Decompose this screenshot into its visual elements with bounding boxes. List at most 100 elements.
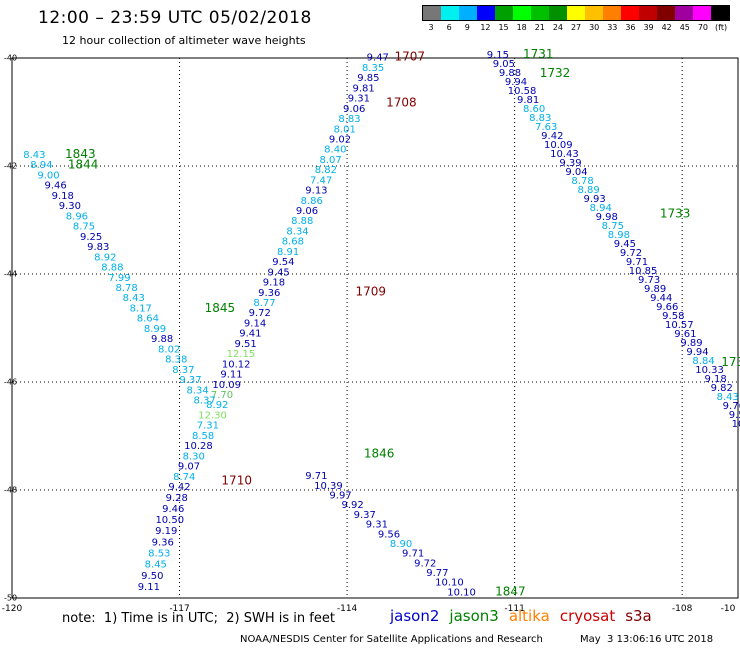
wave-height-label: 8.84 — [692, 356, 714, 367]
wave-height-label: 9.37 — [179, 375, 201, 386]
wave-height-label: 8.02 — [158, 344, 180, 355]
wave-height-label: 9.06 — [343, 104, 365, 115]
wave-height-label: 9.81 — [352, 83, 374, 94]
legend-swatch — [441, 6, 459, 20]
wave-height-label: 9.02 — [329, 134, 351, 145]
wave-height-label: 9.76 — [723, 401, 740, 412]
wave-height-label: 9.31 — [366, 520, 388, 531]
wave-height-label: 10.50 — [155, 515, 184, 526]
legend-label: 15 — [498, 23, 509, 32]
wave-height-label: 8.88 — [291, 216, 313, 227]
wave-height-label: 9.46 — [44, 181, 66, 192]
page-title: 12:00 – 23:59 UTC 05/02/2018 — [38, 8, 312, 28]
wave-height-label: 8.92 — [206, 400, 228, 411]
wave-height-label: 8.92 — [94, 252, 116, 263]
wave-height-label: 9.58 — [662, 311, 684, 322]
wave-height-label: 10.43 — [550, 149, 579, 160]
y-tick-label: -50 — [4, 593, 18, 603]
wave-height-color-legend: 3 6 9 12 15 18 21 24 27 30 33 36 39 42 45 70 (ft) — [422, 5, 730, 35]
wave-height-label: 9.72 — [249, 308, 271, 319]
pass-time-label: 1847 — [495, 584, 526, 598]
y-tick-label: -46 — [4, 377, 18, 387]
wave-height-label: 9.37 — [354, 510, 376, 521]
wave-height-label: 9.94 — [505, 77, 527, 88]
wave-height-label: 9.66 — [656, 302, 678, 313]
legend-label: 6 — [446, 23, 452, 32]
wave-height-label: 8.82 — [315, 165, 337, 176]
pass-time-label: 1709 — [355, 285, 386, 299]
x-tick-label: -114 — [336, 604, 358, 614]
legend-label: 27 — [570, 23, 582, 32]
wave-height-label: 10.85 — [629, 266, 658, 277]
wave-height-label: 8.88 — [101, 263, 123, 274]
legend-label: 12 — [480, 23, 491, 32]
legend-swatches — [422, 5, 730, 21]
wave-height-label: 8.43 — [717, 392, 739, 403]
legend-swatch — [585, 6, 603, 20]
wave-height-label: 9.61 — [674, 329, 696, 340]
wave-height-label: 9.73 — [638, 275, 660, 286]
wave-height-label: 9.72 — [414, 558, 436, 569]
mission-label-s3a: s3a — [625, 607, 652, 625]
wave-height-label: 8.77 — [253, 298, 275, 309]
mission-label-cryosat: cryosat — [559, 607, 616, 625]
wave-height-label: 9.82 — [711, 383, 733, 394]
wave-height-label: 8.35 — [362, 63, 384, 74]
legend-swatch — [513, 6, 531, 20]
wave-height-label: 7.70 — [211, 390, 233, 401]
legend-swatch — [603, 6, 621, 20]
y-tick-label: -44 — [4, 269, 18, 279]
legend-label: 36 — [625, 23, 636, 32]
mission-label-altika: altika — [508, 607, 550, 625]
wave-height-label: 9.97 — [329, 491, 351, 502]
pass-time-label: 1844 — [68, 158, 99, 172]
wave-height-label: 9.51 — [234, 339, 256, 350]
legend-swatch — [495, 6, 513, 20]
mission-legend: jason2 jason3 altika cryosat s3a — [390, 607, 662, 625]
legend-swatch — [531, 6, 549, 20]
wave-height-label: 9.36 — [152, 537, 174, 548]
wave-height-label: 9.42 — [541, 131, 563, 142]
credit-text: NOAA/NESDIS Center for Satellite Applica… — [240, 634, 543, 645]
legend-swatch — [459, 6, 477, 20]
x-tick-label: -10 — [720, 604, 736, 614]
wave-height-label: 10.28 — [184, 441, 213, 452]
wave-height-label: 9.88 — [499, 68, 521, 79]
legend-label: 70 — [697, 23, 709, 32]
wave-height-label: 9.31 — [348, 94, 370, 105]
legend-label: 9 — [464, 23, 470, 32]
timestamp-text: May 3 13:06:16 UTC 2018 — [580, 634, 714, 645]
wave-height-label: 9.28 — [166, 493, 188, 504]
wave-height-label: 8.30 — [183, 451, 205, 462]
wave-height-label: 7.63 — [535, 122, 557, 133]
pass-time-label: 1845 — [205, 301, 236, 315]
legend-swatch — [675, 6, 693, 20]
wave-height-label: 8.60 — [523, 104, 545, 115]
legend-swatch — [639, 6, 657, 20]
page-subtitle: 12 hour collection of altimeter wave hei… — [62, 34, 306, 47]
wave-height-label: 10.10 — [447, 587, 476, 598]
wave-height-label: 12.30 — [198, 410, 227, 421]
wave-height-label: 8.58 — [192, 431, 214, 442]
wave-height-label: 8.91 — [277, 247, 299, 258]
legend-label: (ft) — [715, 23, 728, 32]
wave-height-label: 8.94 — [590, 203, 612, 214]
wave-height-label: 8.37 — [172, 365, 194, 376]
wave-height-label: 7.47 — [310, 175, 332, 186]
wave-height-label: 10.09 — [212, 380, 241, 391]
wave-height-label: 9.83 — [87, 242, 109, 253]
wave-height-label: 9.45 — [614, 239, 636, 250]
wave-height-label: 8.68 — [282, 237, 304, 248]
wave-height-label: 9.05 — [493, 59, 515, 70]
legend-label: 3 — [428, 23, 434, 32]
wave-height-label: 8.53 — [148, 548, 170, 559]
wave-height-label: 8.34 — [286, 226, 308, 237]
wave-height-label: 9.45 — [268, 267, 290, 278]
legend-label: 21 — [534, 23, 545, 32]
wave-height-label: 8.83 — [338, 114, 360, 125]
wave-height-label: 9.56 — [378, 529, 400, 540]
legend-swatch — [693, 6, 711, 20]
wave-height-label: 8.96 — [66, 211, 88, 222]
wave-height-label: 9.11 — [220, 370, 242, 381]
wave-height-label: 8.98 — [608, 230, 630, 241]
